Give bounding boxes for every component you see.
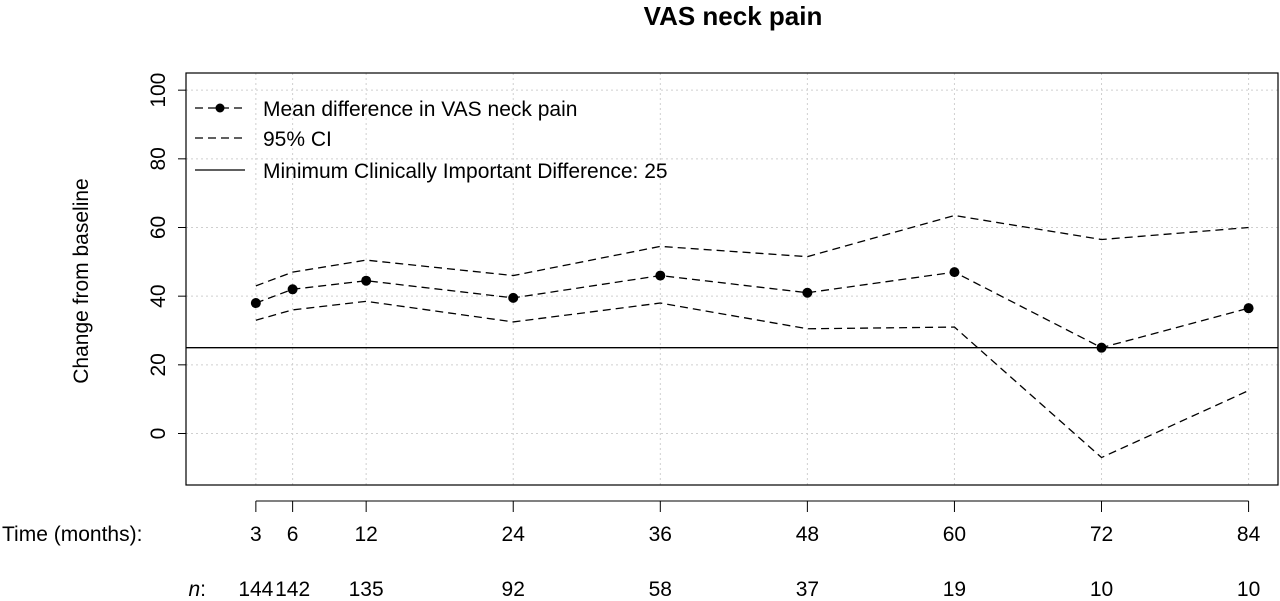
mean-point <box>287 284 298 295</box>
ci-upper-line <box>255 214 1249 287</box>
mean-point <box>361 275 372 286</box>
plot-frame <box>185 72 1279 486</box>
y-axis-label: Change from baseline <box>70 178 93 383</box>
legend-label-mean: Mean difference in VAS neck pain <box>263 98 577 121</box>
x-tick-label: 36 <box>649 523 672 546</box>
mean-point <box>655 270 666 281</box>
x-tick-label: 3 <box>250 523 262 546</box>
mean-point <box>250 298 261 309</box>
n-row-label: n: <box>188 578 206 601</box>
n-value: 10 <box>1090 578 1113 601</box>
n-value: 92 <box>502 578 525 601</box>
x-tick-label: 12 <box>354 523 377 546</box>
chart-title: VAS neck pain <box>644 1 823 31</box>
mean-point <box>802 287 813 298</box>
n-value: 19 <box>943 578 966 601</box>
x-tick-label: 84 <box>1237 523 1261 546</box>
y-tick-label: 100 <box>147 73 170 108</box>
mean-point <box>1096 342 1107 353</box>
mean-point <box>949 267 960 278</box>
legend-marker-mean <box>215 103 225 113</box>
mean-line <box>255 271 1249 349</box>
ci-lower-line <box>255 300 1249 459</box>
x-tick-label: 72 <box>1090 523 1113 546</box>
legend-label-ci: 95% CI <box>263 128 332 151</box>
n-value: 58 <box>649 578 672 601</box>
n-value: 135 <box>349 578 384 601</box>
y-tick-label: 60 <box>147 216 170 239</box>
mean-point <box>1243 303 1254 314</box>
x-tick-label: 60 <box>943 523 966 546</box>
legend-label-mcid: Minimum Clinically Important Difference:… <box>263 160 668 183</box>
n-value: 144 <box>238 578 273 601</box>
y-tick-label: 0 <box>147 428 170 440</box>
n-value: 142 <box>275 578 310 601</box>
n-value: 10 <box>1237 578 1260 601</box>
y-tick-label: 80 <box>147 147 170 170</box>
x-tick-label: 6 <box>287 523 299 546</box>
x-tick-label: 24 <box>502 523 526 546</box>
x-tick-label: 48 <box>796 523 819 546</box>
time-row-label: Time (months): <box>2 523 142 546</box>
y-tick-label: 40 <box>147 284 170 307</box>
n-value: 37 <box>796 578 819 601</box>
mean-point <box>508 292 519 303</box>
y-tick-label: 20 <box>147 353 170 376</box>
